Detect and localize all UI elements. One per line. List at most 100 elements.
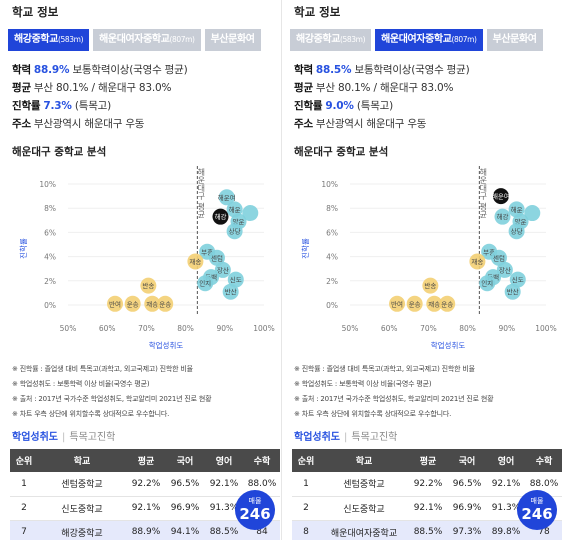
point-label: 장산 (217, 265, 229, 274)
cell-rank: 2 (10, 496, 38, 521)
point-marker (389, 295, 406, 312)
ranking-subtabs: 학업성취도 | 특목고진학 (12, 432, 116, 443)
point-marker (124, 295, 141, 312)
note-line: ※ 차트 우측 상단에 위치할수록 상대적으로 우수합니다. (294, 410, 452, 418)
cell-rank: 2 (292, 496, 320, 521)
point-marker (496, 261, 513, 278)
point-label: 센텀 (211, 253, 223, 262)
point-label: 재송 (428, 300, 440, 308)
tab-school-3[interactable]: 부산문화여 (486, 29, 543, 51)
header-rank: 순위 (292, 449, 320, 472)
table-row[interactable]: 1 센텀중학교 92.2% 96.5% 92.1% 88.0% (10, 472, 280, 497)
point-label: 반여 (109, 299, 121, 308)
table-row[interactable]: 1 센텀중학교 92.2% 96.5% 92.1% 88.0% (292, 472, 562, 497)
school-point: 운송 (157, 295, 174, 312)
listing-count-button[interactable]: 매물 246 (235, 490, 275, 530)
point-marker (107, 295, 124, 312)
point-marker (508, 223, 525, 240)
point-marker (242, 205, 259, 222)
subtab-advance[interactable]: 특목고진학 (351, 432, 398, 443)
x-tick-label: 90% (498, 324, 515, 333)
listing-label: 매물 (248, 497, 262, 505)
section-title: 학교 정보 (294, 5, 341, 19)
point-label: 운송 (127, 300, 139, 308)
average-line-label: 해운대구 평균 (479, 167, 488, 219)
point-label: 센텀 (493, 253, 505, 262)
tab-school-1[interactable]: 해강중학교(583m) (8, 29, 90, 51)
tab-school-1[interactable]: 해강중학교(583m) (290, 29, 372, 51)
school-point: 해운여 (218, 189, 236, 206)
school-point (524, 205, 541, 222)
point-marker (187, 253, 204, 270)
listing-count: 246 (239, 505, 271, 523)
table-row-current-school[interactable]: 7 해강중학교 88.9% 94.1% 88.5% 84 (10, 520, 280, 540)
point-label: 반송 (424, 281, 436, 290)
point-marker (426, 295, 443, 312)
school-point: 재송 (187, 253, 204, 270)
y-tick-label: 4% (44, 253, 56, 262)
school-point: 해강 (494, 208, 511, 225)
point-marker (422, 277, 439, 294)
tab-school-2[interactable]: 해운대여자중학교(807m) (93, 29, 201, 51)
header-english: 영어 (486, 449, 526, 472)
listing-count-button[interactable]: 매물 246 (517, 490, 557, 530)
x-axis-label: 학업성취도 (431, 340, 466, 350)
point-marker (492, 188, 509, 205)
y-axis-label: 진학률 (300, 238, 310, 259)
header-korean: 국어 (448, 449, 486, 472)
subtab-achievement[interactable]: 학업성취도 (294, 432, 340, 443)
cell-average: 88.9% (126, 520, 166, 540)
header-korean: 국어 (166, 449, 204, 472)
school-point: 상당 (508, 223, 525, 240)
point-label: 반송 (142, 281, 154, 290)
school-point: 반여 (107, 295, 124, 312)
cell-average: 92.2% (126, 472, 166, 497)
y-tick-label: 10% (321, 180, 338, 189)
cell-english: 92.1% (204, 472, 244, 497)
tab-school-2[interactable]: 해운대여자중학교(807m) (375, 29, 483, 51)
point-label: 해강 (215, 212, 227, 221)
y-tick-label: 0% (326, 301, 338, 310)
school-point: 반송 (422, 277, 439, 294)
cell-school: 신도중학교 (320, 496, 408, 521)
school-point: 인지 (197, 275, 214, 292)
table-row-current-school[interactable]: 8 해운대여자중학교 88.5% 97.3% 89.8% 78 (292, 520, 562, 540)
school-point (242, 205, 259, 222)
y-tick-label: 4% (326, 253, 338, 262)
school-scatter-chart: 0% 2% 4% 6% 8% 10% 50% 60% 70% 80% 90% 100% 학업성취도 진학률… (300, 166, 557, 350)
tab-school-3[interactable]: 부산문화여 (204, 29, 261, 51)
header-english: 영어 (204, 449, 244, 472)
note-line: ※ 출처 : 2017년 국가수준 학업성취도, 학교알리미 2021년 진로 … (294, 395, 494, 403)
point-label: 반산 (225, 287, 237, 296)
ranking-subtabs: 학업성취도 | 특목고진학 (294, 432, 398, 443)
x-tick-label: 70% (420, 324, 437, 333)
school-point: 센텀 (490, 249, 507, 266)
school-point: 신도 (227, 271, 244, 288)
point-marker (504, 283, 521, 300)
point-label: 재송 (471, 258, 483, 266)
achievement-info: 학력 88.9% 보통학력이상(국영수 평균) (12, 64, 188, 76)
note-line: ※ 출처 : 2017년 국가수준 학업성취도, 학교알리미 2021년 진로 … (12, 395, 212, 403)
school-point: 해운 (226, 201, 243, 218)
point-marker (524, 205, 541, 222)
point-label: 신도 (512, 275, 524, 284)
cell-english: 88.5% (204, 520, 244, 540)
y-tick-label: 2% (326, 277, 338, 286)
point-label: 양운 (233, 218, 245, 226)
x-tick-label: 60% (381, 324, 398, 333)
cell-korean: 96.5% (448, 472, 486, 497)
point-marker (222, 283, 239, 300)
cell-korean: 96.5% (166, 472, 204, 497)
subtab-advance[interactable]: 특목고진학 (69, 432, 116, 443)
cell-rank: 1 (292, 472, 320, 497)
point-marker (439, 295, 456, 312)
subtab-achievement[interactable]: 학업성취도 (12, 432, 58, 443)
school-point: 반여 (389, 295, 406, 312)
address-info: 주소 부산광역시 해운대구 우동 (294, 118, 427, 130)
header-math: 수학 (526, 449, 562, 472)
note-line: ※ 학업성취도 : 보통학력 이상 비율(국영수 평균) (294, 380, 432, 388)
table-header-row: 순위 학교 평균 국어 영어 수학 (292, 449, 562, 472)
average-info: 평균 부산 80.1% / 해운대구 83.0% (294, 82, 454, 94)
cell-korean: 94.1% (166, 520, 204, 540)
note-line: ※ 학업성취도 : 보통학력 이상 비율(국영수 평균) (12, 380, 150, 388)
